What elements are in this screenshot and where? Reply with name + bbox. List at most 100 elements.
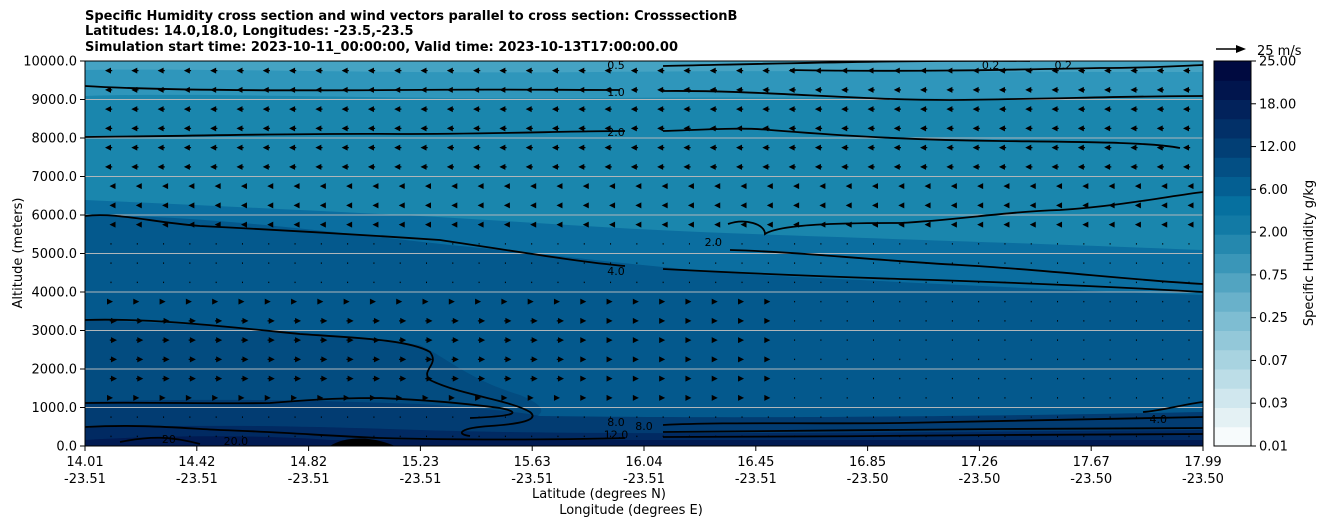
wind-arrow	[1104, 163, 1112, 170]
wind-arrow	[499, 163, 507, 170]
wind-arrow	[504, 356, 512, 363]
wind-arrow	[291, 394, 298, 401]
wind-arrow	[372, 202, 379, 209]
wind-arrow	[685, 298, 692, 305]
wind-arrow	[267, 356, 275, 363]
wind-arrow	[367, 144, 376, 151]
colorbar-tick-label: 25.00	[1259, 55, 1296, 70]
wind-arrow	[788, 144, 796, 151]
wind-arrow	[109, 375, 117, 382]
wind-arrow	[525, 106, 533, 113]
wind-arrow	[451, 337, 459, 344]
wind-arrow	[893, 144, 901, 151]
wind-arrow	[841, 144, 849, 151]
wind-arrow	[264, 394, 271, 401]
wind-arrow	[527, 298, 534, 305]
wind-arrow	[319, 183, 326, 190]
wind-arrow	[845, 221, 852, 228]
wind-arrow	[236, 144, 244, 151]
colorbar-band	[1214, 407, 1251, 428]
contour-label: 4.0	[1150, 413, 1168, 426]
wind-arrow	[867, 125, 875, 132]
x-axis: 14.01 -23.51 14.42 -23.51 14.82 -23.51 15.23 -2…	[64, 446, 1224, 487]
wind-arrow	[604, 125, 612, 132]
wind-arrow	[578, 67, 586, 74]
wind-arrow	[1082, 221, 1089, 228]
wind-arrow	[867, 86, 875, 93]
wind-arrow	[582, 202, 589, 209]
wind-arrow	[264, 298, 271, 305]
wind-arrow	[871, 221, 878, 228]
wind-arrow	[477, 356, 486, 363]
wind-arrow	[893, 86, 901, 93]
wind-arrow	[394, 163, 402, 170]
colorbar	[1214, 61, 1251, 447]
wind-arrow	[709, 67, 717, 74]
wind-arrow	[394, 125, 402, 132]
wind-arrow	[346, 221, 353, 228]
wind-arrow	[635, 221, 642, 228]
wind-arrow	[240, 202, 247, 209]
wind-arrow	[289, 163, 297, 170]
wind-arrow	[346, 202, 353, 209]
wind-arrow	[503, 183, 510, 190]
wind-arrow	[501, 394, 508, 401]
wind-arrow	[1134, 183, 1141, 190]
wind-arrow	[867, 144, 875, 151]
wind-arrow	[950, 183, 957, 190]
wind-arrow	[709, 125, 717, 132]
x-tick-label-lat: 16.04	[625, 455, 662, 470]
wind-arrow	[920, 86, 928, 93]
wind-arrow	[399, 337, 407, 344]
colorbar-band	[1214, 369, 1251, 389]
wind-arrow	[1029, 202, 1036, 209]
wind-arrow	[924, 202, 931, 209]
wind-arrow	[320, 317, 328, 324]
chart-title-line-3: Simulation start time: 2023-10-11_00:00:…	[85, 40, 678, 55]
wind-arrow	[893, 163, 901, 170]
wind-arrow	[1077, 144, 1086, 151]
wind-arrow	[1025, 125, 1033, 132]
wind-arrow	[867, 67, 875, 74]
x-tick-label-lon: -23.50	[958, 472, 1000, 487]
wind-arrow	[632, 394, 639, 401]
wind-arrow	[210, 86, 218, 93]
wind-arrow	[580, 337, 587, 344]
wind-arrow	[604, 86, 612, 93]
wind-arrow	[788, 125, 796, 132]
wind-arrow	[131, 86, 139, 93]
wind-arrow	[236, 67, 244, 74]
wind-arrow	[162, 221, 169, 228]
wind-arrow	[477, 183, 484, 190]
wind-arrow	[606, 337, 613, 344]
wind-arrow	[972, 144, 980, 151]
wind-arrow	[136, 375, 144, 382]
wind-arrow	[580, 356, 587, 363]
wind-arrow	[946, 144, 954, 151]
wind-arrow	[289, 144, 297, 151]
wind-arrow	[210, 163, 218, 170]
wind-arrow	[738, 298, 745, 305]
x-tick-label-lon: -23.50	[1070, 472, 1112, 487]
wind-arrow	[736, 106, 744, 113]
wind-arrow	[606, 375, 613, 382]
wind-arrow	[1077, 86, 1086, 93]
wind-arrow	[578, 144, 586, 151]
wind-arrow	[556, 317, 564, 324]
wind-arrow	[657, 106, 665, 113]
wind-arrow	[740, 183, 747, 190]
wind-arrow	[972, 163, 980, 170]
wind-arrow	[236, 86, 244, 93]
wind-arrow	[214, 202, 221, 209]
wind-arrow	[501, 298, 508, 305]
contour-labels: 0.51.02.00.2 0.22.04.04.08.0 8.012.020 20.0	[162, 59, 1167, 448]
wind-arrow	[1104, 86, 1112, 93]
wind-arrow	[580, 298, 587, 305]
wind-arrow	[289, 125, 297, 132]
wind-arrow	[109, 356, 117, 363]
wind-arrow	[1108, 202, 1115, 209]
wind-arrow	[946, 163, 954, 170]
x-axis-label-longitude: Longitude (degrees E)	[559, 503, 703, 518]
wind-arrow	[578, 163, 586, 170]
colorbar-band	[1214, 292, 1251, 312]
